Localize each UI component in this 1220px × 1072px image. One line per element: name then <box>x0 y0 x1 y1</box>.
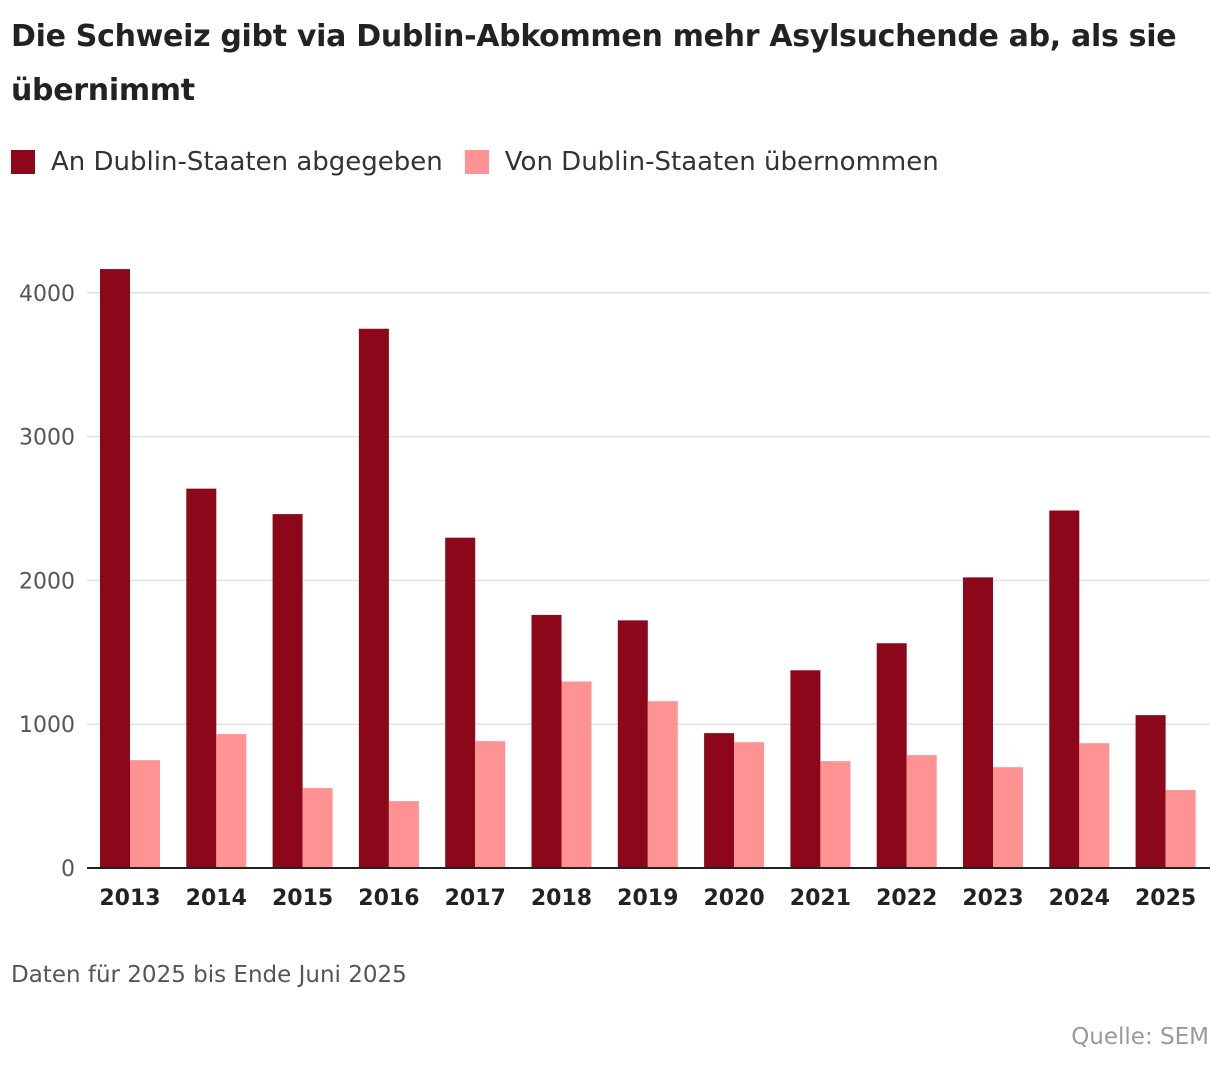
legend-label-uebernommen: Von Dublin-Staaten übernommen <box>504 147 939 177</box>
bar-2024-abgegeben <box>1049 510 1080 868</box>
x-tick-label-2025: 2025 <box>1135 886 1196 911</box>
x-tick-label-2016: 2016 <box>358 886 419 911</box>
bar-2025-abgegeben <box>1135 715 1166 868</box>
x-axis-ticks: 2013 2014 2015 2016 2017 2018 2019 2020 2021 2022… <box>99 886 1196 911</box>
bar-2023-abgegeben <box>963 577 993 868</box>
bar-2019-abgegeben <box>617 620 648 868</box>
chart-title: Die Schweiz gibt via Dublin-Abkommen meh… <box>11 19 1177 108</box>
x-tick-label-2018: 2018 <box>531 886 592 911</box>
x-tick-label-2023: 2023 <box>962 886 1023 911</box>
bar-2025-uebernommen <box>1165 790 1196 868</box>
y-tick-label-0: 0 <box>61 857 75 882</box>
bar-2013-abgegeben <box>100 269 130 868</box>
y-tick-label-2000: 2000 <box>19 569 75 594</box>
x-tick-label-2022: 2022 <box>876 886 937 911</box>
bar-2014-uebernommen <box>216 734 247 868</box>
bar-2017-uebernommen <box>475 741 506 868</box>
bar-2016-abgegeben <box>358 328 389 868</box>
y-tick-label-4000: 4000 <box>19 282 75 307</box>
bar-2015-uebernommen <box>302 788 333 868</box>
y-tick-label-3000: 3000 <box>19 426 75 451</box>
bar-2020-abgegeben <box>704 733 735 868</box>
source-credit: Quelle: SEM <box>1071 1024 1209 1050</box>
bar-2023-uebernommen <box>993 767 1023 868</box>
x-tick-label-2015: 2015 <box>272 886 333 911</box>
bars <box>100 269 1196 868</box>
legend-item-uebernommen: Von Dublin-Staaten übernommen <box>464 147 939 177</box>
x-tick-label-2020: 2020 <box>703 886 764 911</box>
bar-2021-uebernommen <box>820 761 851 868</box>
bar-2022-abgegeben <box>876 643 907 868</box>
footnote: Daten für 2025 bis Ende Juni 2025 <box>11 962 407 988</box>
bar-2017-abgegeben <box>445 537 476 868</box>
y-tick-label-1000: 1000 <box>19 713 75 738</box>
bar-2018-abgegeben <box>531 614 562 868</box>
legend-swatch-uebernommen <box>464 150 489 174</box>
x-tick-label-2024: 2024 <box>1049 886 1110 911</box>
legend-label-abgegeben: An Dublin-Staaten abgegeben <box>51 147 443 177</box>
bar-2020-uebernommen <box>734 742 765 868</box>
x-tick-label-2014: 2014 <box>186 886 247 911</box>
bar-2018-uebernommen <box>561 681 592 868</box>
bar-2015-abgegeben <box>272 514 303 868</box>
x-tick-label-2013: 2013 <box>99 886 160 911</box>
bar-2022-uebernommen <box>906 755 937 868</box>
x-tick-label-2017: 2017 <box>445 886 506 911</box>
bar-2021-abgegeben <box>790 670 821 868</box>
bar-2016-uebernommen <box>388 801 419 868</box>
bar-2014-abgegeben <box>186 488 217 868</box>
y-axis-ticks: 0 1000 2000 3000 4000 <box>19 282 75 882</box>
legend-item-abgegeben: An Dublin-Staaten abgegeben <box>11 147 443 177</box>
gridlines <box>87 292 1210 725</box>
bar-2024-uebernommen <box>1079 743 1110 868</box>
legend-swatch-abgegeben <box>11 150 35 174</box>
bar-2019-uebernommen <box>647 701 678 868</box>
x-tick-label-2019: 2019 <box>617 886 678 911</box>
x-tick-label-2021: 2021 <box>790 886 851 911</box>
bar-2013-uebernommen <box>130 760 160 868</box>
legend: An Dublin-Staaten abgegeben Von Dublin-S… <box>11 142 961 182</box>
